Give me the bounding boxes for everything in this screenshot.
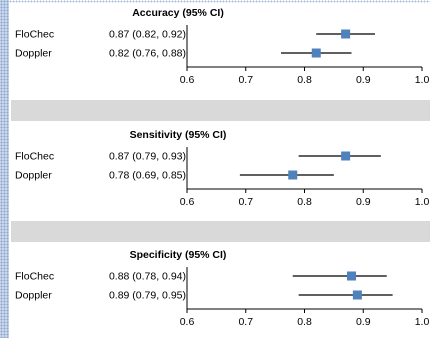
x-tick-label: 0.6 bbox=[180, 196, 195, 208]
x-tick-label: 0.7 bbox=[238, 74, 253, 86]
point-estimate bbox=[341, 151, 351, 161]
x-tick-label: 0.8 bbox=[297, 316, 312, 328]
x-tick-label: 0.6 bbox=[180, 74, 195, 86]
x-tick-label: 1.0 bbox=[415, 316, 430, 328]
estimate-label: 0.78 (0.69, 0.85) bbox=[109, 170, 186, 182]
estimate-label: 0.82 (0.76, 0.88) bbox=[109, 48, 186, 60]
x-tick-label: 0.9 bbox=[356, 196, 371, 208]
point-estimate bbox=[311, 48, 321, 58]
estimate-label: 0.89 (0.79, 0.95) bbox=[109, 290, 186, 302]
estimate-label: 0.88 (0.78, 0.94) bbox=[109, 271, 186, 283]
x-tick-label: 0.9 bbox=[356, 316, 371, 328]
row-label: Doppler bbox=[15, 170, 52, 182]
x-tick-label: 0.7 bbox=[238, 196, 253, 208]
x-tick-label: 0.7 bbox=[238, 316, 253, 328]
estimate-label: 0.87 (0.82, 0.92) bbox=[109, 29, 186, 41]
x-tick-label: 1.0 bbox=[415, 74, 430, 86]
x-tick-label: 0.6 bbox=[180, 316, 195, 328]
point-estimate bbox=[352, 290, 362, 300]
row-label: FloChec bbox=[15, 151, 54, 163]
panel-title: Accuracy (95% CI) bbox=[132, 7, 224, 19]
x-tick-label: 0.8 bbox=[297, 74, 312, 86]
separator-band bbox=[11, 221, 430, 242]
panel-title: Specificity (95% CI) bbox=[130, 249, 227, 261]
point-estimate bbox=[288, 170, 298, 180]
x-tick-label: 0.9 bbox=[356, 74, 371, 86]
row-label: Doppler bbox=[15, 290, 52, 302]
row-label: Doppler bbox=[15, 48, 52, 60]
row-label: FloChec bbox=[15, 271, 54, 283]
panel-title: Sensitivity (95% CI) bbox=[130, 129, 227, 141]
row-label: FloChec bbox=[15, 29, 54, 41]
estimate-label: 0.87 (0.79, 0.93) bbox=[109, 151, 186, 163]
x-tick-label: 0.8 bbox=[297, 196, 312, 208]
left-edge-decoration bbox=[0, 0, 9, 338]
point-estimate bbox=[347, 271, 356, 281]
top-edge-decoration bbox=[9, 0, 430, 3]
separator-band bbox=[11, 100, 430, 121]
x-tick-label: 1.0 bbox=[415, 196, 430, 208]
point-estimate bbox=[341, 29, 351, 39]
